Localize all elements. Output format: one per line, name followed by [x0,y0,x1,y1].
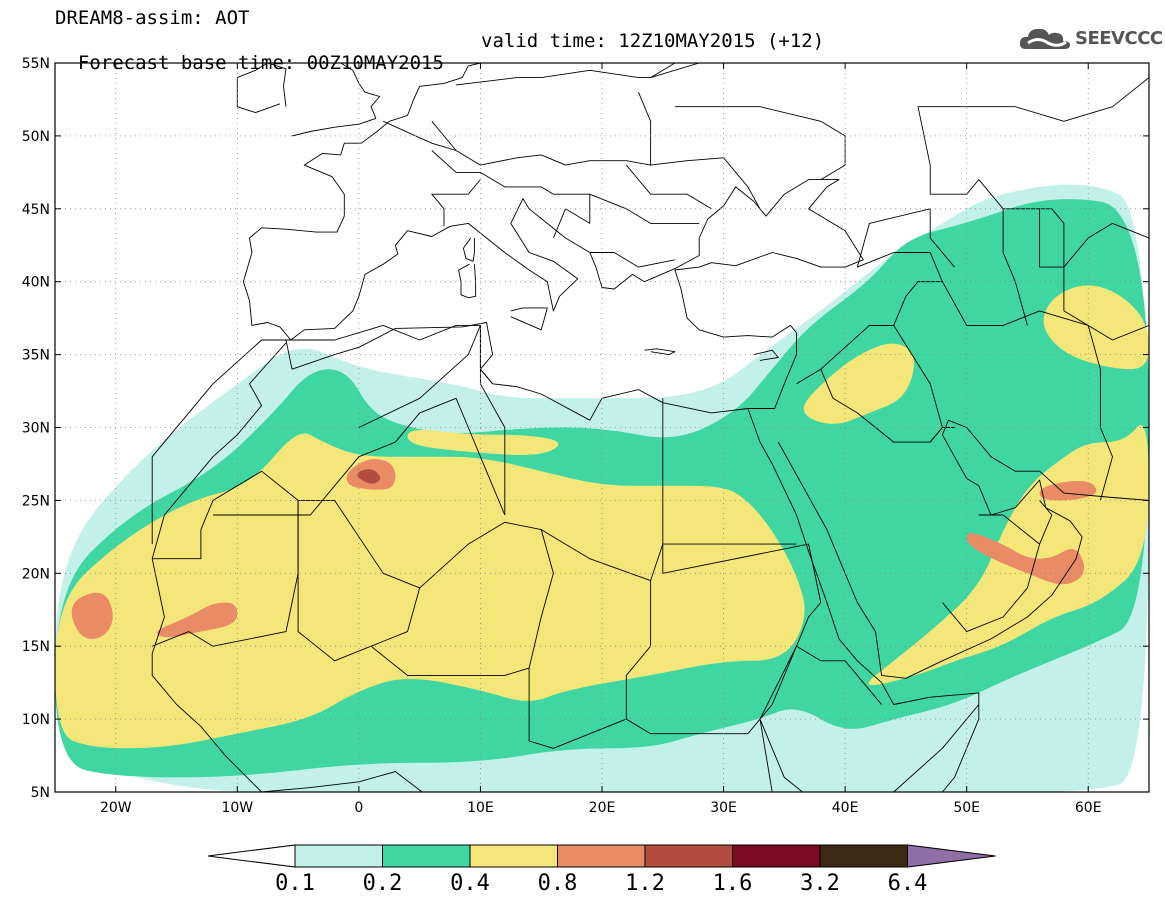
legend-level-label: 1.2 [625,871,665,896]
legend-swatch [732,844,821,868]
border-line [358,325,481,428]
legend-swatch [382,844,471,868]
border-line [753,349,779,361]
legend-level-label: 0.2 [363,871,403,896]
valid-time: valid time: 12Z10MAY2015 (+12) [481,30,825,52]
aot-region-0_4 [803,343,914,424]
legend-level-label: 1.6 [713,871,753,896]
y-tick-label: 25N [22,493,50,509]
border-line [723,157,761,210]
country-borders [151,63,1149,792]
border-line [462,237,475,262]
aot-region-0_4 [55,433,805,749]
border-line [456,63,676,86]
border-line [236,63,287,114]
aot-region-0_8 [156,602,238,638]
chart-title: DREAM8-assim: AOT [55,7,250,29]
border-line [759,704,980,792]
x-tick-label: 20E [589,800,616,816]
border-line [510,307,548,331]
legend-swatch [644,844,733,868]
legend-swatch [819,844,908,868]
legend-swatch [469,844,558,868]
aot-region-0_8 [71,592,113,639]
aot-region-0_4 [1043,285,1149,370]
border-line [151,339,299,545]
legend-level-label: 6.4 [888,871,928,896]
aot-region-1_2 [357,469,381,484]
legend-arrow-high [907,844,996,868]
border-line [650,63,700,79]
border-line [674,106,846,180]
border-line [589,252,675,268]
x-tick-label: 10W [221,800,253,816]
y-tick-label: 15N [22,639,50,655]
logo-text: SEEVCCC [1075,28,1163,49]
legend-level-label: 0.8 [538,871,578,896]
x-tick-label: 20W [100,800,132,816]
border-line [625,164,712,210]
legend-level-label: 3.2 [800,871,840,896]
legend-swatch [557,844,646,868]
x-tick-label: 0 [354,800,363,816]
border-line [458,263,477,299]
y-tick-label: 30N [22,421,50,437]
x-tick-label: 30E [710,800,737,816]
border-line [893,281,1113,501]
axis-ticks: 20W 10W 0 10E 20E 30E 40E 50E 60E 55N 50N 45N 40N 35N… [22,56,1149,816]
y-tick-label: 50N [22,129,50,145]
x-tick-label: 50E [953,800,980,816]
aot-region-0_8 [966,533,1085,585]
y-tick-label: 55N [22,56,50,72]
border-line [370,521,554,676]
border-line [942,514,1041,633]
border-line [242,63,864,341]
border-line [820,369,931,443]
y-tick-label: 35N [22,348,50,364]
border-line [291,63,381,137]
x-tick-label: 40E [832,800,859,816]
border-line [626,543,822,735]
border-line [856,208,955,282]
logo: SEEVCCC [1018,24,1163,54]
border-line [917,77,1149,210]
border-line [644,348,676,356]
border-line [431,150,700,224]
x-tick-label: 60E [1075,800,1102,816]
border-line [151,342,287,559]
legend-level-label: 0.4 [450,871,490,896]
border-line [383,120,457,151]
aot-region-0_4 [407,430,559,456]
border-line [796,645,882,705]
border-line [528,529,652,749]
aot-region-0_8 [1039,480,1097,501]
y-tick-label: 5N [31,785,50,801]
border-line [552,194,591,239]
border-line [431,179,481,227]
border-line [297,499,421,662]
border-line [151,558,423,792]
legend-level-label: 0.1 [275,871,315,896]
border-line [1039,208,1149,268]
border-line [431,121,724,166]
y-tick-label: 20N [22,566,50,582]
y-tick-label: 45N [22,202,50,218]
border-line [213,397,506,516]
y-tick-label: 10N [22,712,50,728]
colorbar-legend: 0.1 0.2 0.4 0.8 1.2 1.6 3.2 6.4 [207,844,996,896]
legend-arrow-low [207,844,296,868]
x-tick-label: 10E [467,800,494,816]
border-line [285,322,797,421]
border-line [1063,310,1149,341]
border-line [747,408,980,792]
legend-swatch [294,844,383,868]
border-line [1039,500,1053,545]
cloud-icon [1019,28,1070,49]
border-line [638,92,652,166]
y-tick-label: 40N [22,275,50,291]
